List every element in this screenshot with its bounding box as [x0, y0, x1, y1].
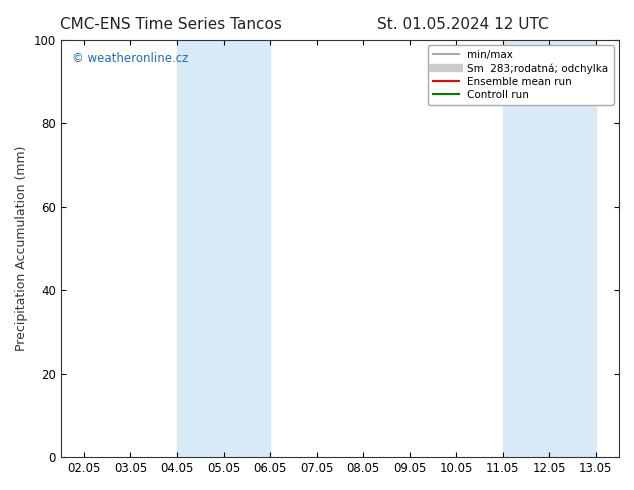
Y-axis label: Precipitation Accumulation (mm): Precipitation Accumulation (mm) — [15, 146, 28, 351]
Legend: min/max, Sm  283;rodatná; odchylka, Ensemble mean run, Controll run: min/max, Sm 283;rodatná; odchylka, Ensem… — [428, 45, 614, 105]
Bar — [177, 40, 270, 457]
Bar — [503, 40, 596, 457]
Text: St. 01.05.2024 12 UTC: St. 01.05.2024 12 UTC — [377, 17, 548, 32]
Text: CMC-ENS Time Series Tancos: CMC-ENS Time Series Tancos — [60, 17, 282, 32]
Text: © weatheronline.cz: © weatheronline.cz — [72, 52, 188, 65]
